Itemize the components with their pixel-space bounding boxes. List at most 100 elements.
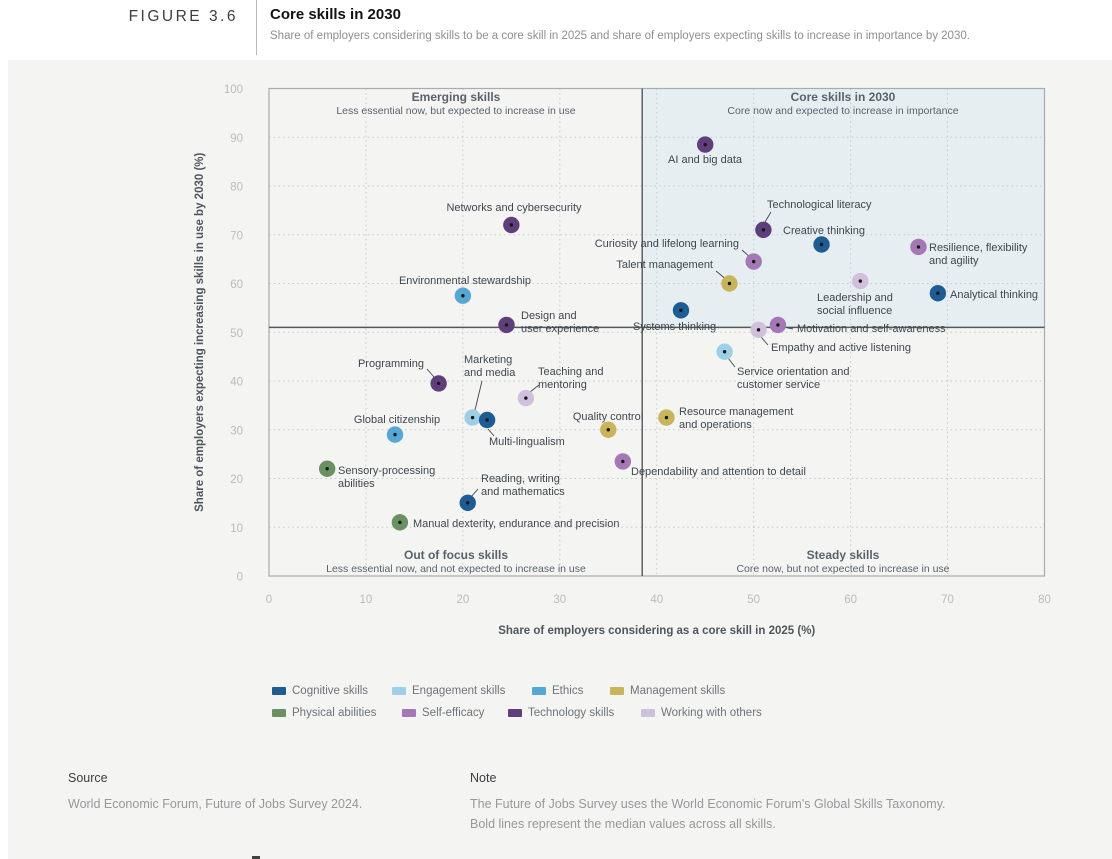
- data-point-center: [524, 396, 528, 400]
- next-section-edge: [252, 856, 260, 859]
- data-point-center: [485, 418, 489, 422]
- note-text-line2: Bold lines represent the median values a…: [470, 817, 776, 831]
- data-point-center: [679, 308, 683, 313]
- legend-item: Ethics: [532, 684, 583, 698]
- legend-label: Management skills: [630, 685, 726, 697]
- point-label: Motivation and self-awareness: [797, 323, 946, 335]
- figure-title: Core skills in 2030: [270, 6, 401, 23]
- legend-swatch: [402, 709, 416, 717]
- y-tick-label: 80: [230, 182, 243, 194]
- x-tick-label: 60: [844, 594, 857, 606]
- legend-label: Working with others: [661, 707, 762, 719]
- x-tick-label: 10: [360, 594, 373, 606]
- source-heading: Source: [68, 771, 108, 785]
- data-point-center: [858, 279, 863, 283]
- legend-label: Cognitive skills: [292, 685, 369, 697]
- data-point-center: [722, 350, 727, 354]
- legend-item: Engagement skills: [392, 684, 505, 698]
- x-tick-label: 50: [747, 594, 760, 606]
- point-label: Analytical thinking: [950, 289, 1038, 301]
- legend-label: Engagement skills: [412, 685, 506, 697]
- y-tick-label: 0: [237, 572, 243, 584]
- point-label: Resilience, flexibility: [929, 242, 1028, 254]
- leader-line: [529, 384, 540, 393]
- core-quadrant-background: [642, 88, 1045, 328]
- legend-label: Technology skills: [528, 707, 615, 719]
- legend-swatch: [508, 709, 522, 717]
- point-label: Talent management: [616, 259, 713, 271]
- point-label: Empathy and active listening: [771, 342, 911, 354]
- data-point-center: [703, 142, 707, 147]
- point-label: Resource management: [679, 406, 793, 418]
- point-label: Technological literacy: [767, 199, 872, 211]
- quadrant-subtitle: Core now, but not expected to increase i…: [736, 563, 949, 575]
- point-label: Reading, writing: [481, 473, 560, 485]
- data-point-center: [751, 259, 756, 264]
- quadrant-subtitle: Less essential now, but expected to incr…: [336, 105, 575, 117]
- quadrant-subtitle: Core now and expected to increase in imp…: [727, 105, 958, 117]
- legend-item: Self-efficacy: [402, 706, 484, 720]
- data-point-center: [436, 381, 441, 386]
- data-point-center: [461, 293, 465, 298]
- data-point-center: [819, 242, 824, 247]
- data-point-center: [621, 459, 625, 464]
- y-axis-title: Share of employers expecting increasing …: [194, 152, 206, 511]
- point-label: social influence: [817, 305, 892, 317]
- leader-line: [760, 336, 769, 346]
- point-label: mentoring: [538, 379, 587, 391]
- legend-swatch: [532, 687, 546, 695]
- x-tick-label: 0: [266, 594, 272, 606]
- note-text-line1: The Future of Jobs Survey uses the World…: [470, 797, 946, 811]
- legend-item: Physical abilities: [272, 706, 376, 720]
- data-point-center: [325, 467, 329, 471]
- x-tick-label: 70: [941, 594, 954, 606]
- y-tick-label: 50: [230, 328, 243, 340]
- point-label: Design and: [521, 310, 577, 322]
- point-label: user experience: [521, 323, 599, 335]
- point-label: customer service: [737, 379, 820, 391]
- leader-line: [727, 357, 736, 368]
- point-label: Service orientation and: [737, 366, 850, 378]
- legend-swatch: [272, 687, 286, 695]
- point-label: Networks and cybersecurity: [446, 202, 582, 214]
- x-tick-label: 80: [1038, 594, 1051, 606]
- point-label: Global citizenship: [354, 414, 440, 426]
- legend-item: Technology skills: [508, 706, 614, 720]
- y-tick-label: 100: [224, 84, 243, 96]
- quadrant-subtitle: Less essential now, and not expected to …: [326, 563, 586, 575]
- point-label: and agility: [929, 255, 979, 267]
- y-tick-label: 40: [230, 377, 243, 389]
- leader-line: [487, 428, 495, 437]
- note-heading: Note: [470, 771, 497, 785]
- data-point-center: [761, 228, 766, 232]
- data-point-center: [727, 281, 732, 286]
- data-point-center: [470, 415, 475, 420]
- data-point-center: [664, 415, 669, 420]
- data-point-center: [504, 323, 509, 327]
- quadrant-title: Core skills in 2030: [791, 90, 896, 104]
- data-point-center: [509, 223, 514, 227]
- y-tick-label: 10: [230, 523, 243, 535]
- point-label: Teaching and: [538, 366, 603, 378]
- data-point-center: [466, 501, 470, 505]
- point-label: Multi-lingualism: [489, 436, 565, 448]
- data-point-center: [393, 432, 397, 437]
- y-tick-label: 70: [230, 230, 243, 242]
- legend-swatch: [392, 687, 406, 695]
- legend-swatch: [610, 687, 624, 695]
- y-tick-label: 20: [230, 474, 243, 486]
- point-label: Programming: [358, 358, 424, 370]
- quadrant-title: Out of focus skills: [404, 548, 508, 562]
- point-label: Systems thinking: [633, 321, 716, 333]
- data-point-center: [776, 323, 780, 327]
- leader-line: [474, 380, 483, 411]
- data-point-center: [756, 328, 761, 332]
- x-axis-title: Share of employers considering as a core…: [498, 625, 815, 637]
- point-label: abilities: [338, 478, 375, 490]
- x-tick-label: 40: [650, 594, 663, 606]
- point-label: Creative thinking: [783, 225, 865, 237]
- legend-item: Cognitive skills: [272, 684, 368, 698]
- legend-label: Physical abilities: [292, 707, 377, 719]
